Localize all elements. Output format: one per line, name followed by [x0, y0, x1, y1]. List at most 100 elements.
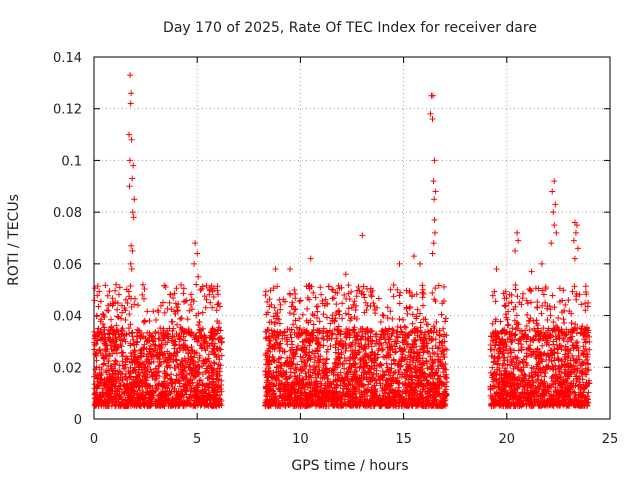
data-point	[150, 358, 157, 365]
data-point	[178, 281, 185, 288]
data-point	[345, 305, 352, 312]
data-point	[161, 334, 168, 341]
data-point	[512, 326, 519, 333]
data-point	[384, 304, 391, 311]
data-point	[209, 304, 216, 311]
x-tick-label: 0	[90, 432, 98, 447]
data-point	[102, 397, 109, 404]
data-point	[571, 283, 578, 290]
data-point	[345, 282, 352, 289]
data-point	[121, 373, 128, 380]
data-point	[182, 346, 189, 353]
data-point	[115, 392, 122, 399]
data-point	[318, 291, 325, 298]
y-tick-label: 0.14	[53, 51, 82, 66]
data-point	[187, 382, 194, 389]
data-point	[189, 306, 196, 313]
data-point	[101, 355, 108, 362]
data-point	[169, 333, 176, 340]
y-tick-label: 0.1	[61, 154, 82, 169]
data-point	[117, 342, 124, 349]
data-point	[134, 333, 141, 340]
data-point	[109, 381, 116, 388]
data-point	[116, 284, 123, 291]
data-point	[565, 297, 572, 304]
data-point	[199, 283, 206, 290]
chart-title: Day 170 of 2025, Rate Of TEC Index for r…	[163, 20, 537, 36]
data-point	[435, 282, 442, 289]
data-point	[130, 367, 137, 374]
data-point	[215, 300, 222, 307]
data-point	[443, 375, 450, 382]
data-point	[216, 402, 223, 409]
data-point	[406, 305, 413, 312]
data-point	[329, 295, 336, 302]
data-point	[211, 340, 218, 347]
data-point	[179, 373, 186, 380]
data-point	[93, 385, 100, 392]
data-point	[116, 291, 123, 298]
data-point	[210, 332, 217, 339]
data-point	[361, 294, 368, 301]
data-point	[377, 318, 384, 325]
data-point	[568, 319, 575, 326]
data-point	[177, 315, 184, 322]
plot-frame	[93, 56, 611, 420]
data-point	[170, 395, 177, 402]
data-point	[504, 322, 511, 329]
data-point	[164, 380, 171, 387]
data-point	[140, 319, 147, 326]
data-point	[320, 311, 327, 318]
y-tick-label: 0.08	[53, 206, 82, 221]
data-point	[93, 364, 100, 371]
data-point	[94, 283, 101, 290]
data-point	[341, 355, 348, 362]
data-point	[206, 284, 213, 291]
data-point	[174, 349, 181, 356]
data-point	[147, 342, 154, 349]
data-point	[119, 325, 126, 332]
data-point	[130, 341, 137, 348]
data-point	[109, 330, 116, 337]
data-point	[547, 312, 554, 319]
data-point	[149, 353, 156, 360]
data-point	[125, 325, 132, 332]
data-point	[211, 343, 218, 350]
data-point	[118, 315, 125, 322]
data-point	[155, 369, 162, 376]
data-point	[177, 324, 184, 331]
data-point	[193, 364, 200, 371]
data-point	[549, 292, 556, 299]
data-point	[195, 321, 202, 328]
data-point	[171, 290, 178, 297]
y-tick-label: 0.06	[53, 258, 82, 273]
data-point	[401, 323, 408, 330]
data-point	[396, 300, 403, 307]
data-point	[514, 293, 521, 300]
data-point	[104, 362, 111, 369]
data-point	[91, 381, 98, 388]
data-point	[297, 297, 304, 304]
data-point	[111, 347, 118, 354]
data-point	[124, 299, 131, 306]
data-point	[122, 338, 129, 345]
data-point	[404, 310, 411, 317]
data-point	[436, 332, 443, 339]
data-point	[198, 285, 205, 292]
data-point	[102, 282, 109, 289]
data-point	[126, 311, 133, 318]
data-point	[337, 331, 344, 338]
data-point	[524, 300, 531, 307]
data-point	[201, 293, 208, 300]
x-tick-label: 5	[193, 432, 201, 447]
data-point	[394, 323, 401, 330]
data-point	[508, 299, 515, 306]
data-point	[310, 321, 317, 328]
data-point	[104, 292, 111, 299]
data-point	[582, 300, 589, 307]
data-point	[191, 350, 198, 357]
data-point	[284, 341, 291, 348]
data-point	[136, 372, 143, 379]
data-point	[122, 361, 129, 368]
data-point	[203, 367, 210, 374]
